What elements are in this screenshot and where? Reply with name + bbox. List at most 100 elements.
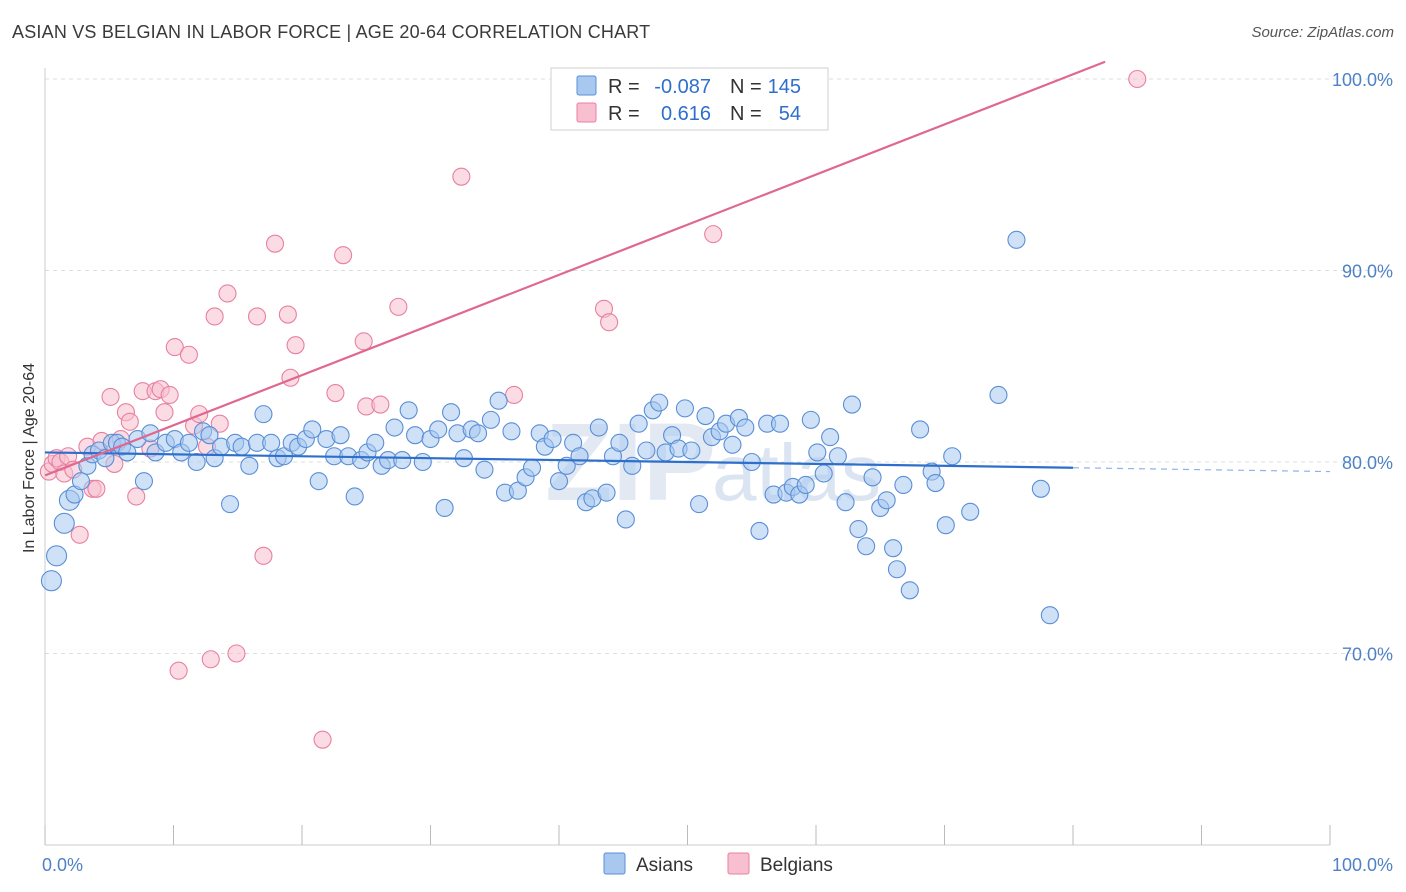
legend-n-value-2: 54 xyxy=(779,103,801,125)
asian-point-136 xyxy=(1007,230,1026,249)
belgian-point-42 xyxy=(326,384,345,403)
asian-point-134 xyxy=(961,502,980,521)
belgian-point-36 xyxy=(254,546,273,565)
asian-point-86 xyxy=(623,456,642,475)
asian-point-52 xyxy=(393,451,412,470)
asian-point-108 xyxy=(770,414,790,433)
asian-point-30 xyxy=(240,456,259,475)
belgian-point-33 xyxy=(218,284,237,303)
asian-point-113 xyxy=(801,410,820,429)
belgian-point-30 xyxy=(201,650,220,669)
asian-point-137 xyxy=(1031,479,1050,498)
legend-r-value-2: 0.616 xyxy=(661,103,711,125)
belgian-point-24 xyxy=(165,338,184,357)
asian-point-24 xyxy=(200,426,219,445)
asian-point-101 xyxy=(723,435,742,454)
asian-point-39 xyxy=(303,420,322,439)
asian-point-95 xyxy=(682,441,701,460)
asian-point-48 xyxy=(366,433,385,452)
asian-point-32 xyxy=(254,405,273,424)
asian-point-65 xyxy=(481,410,500,429)
legend-swatch-belgians xyxy=(576,102,597,123)
y-tick-label-2: 80.0% xyxy=(1342,453,1393,473)
bottom-legend-swatch-belgians xyxy=(727,852,750,875)
legend-r-label-1: R = xyxy=(608,76,640,98)
source-label: Source: ZipAtlas.com xyxy=(1251,24,1394,41)
asian-point-119 xyxy=(842,395,862,414)
belgian-point-52 xyxy=(704,225,723,244)
asian-point-85 xyxy=(616,510,635,529)
asian-point-135 xyxy=(989,385,1008,405)
asian-point-71 xyxy=(522,458,542,477)
asian-point-132 xyxy=(936,516,955,535)
asian-point-2 xyxy=(53,512,75,534)
bottom-legend: Asians Belgians xyxy=(603,852,833,876)
asian-point-63 xyxy=(468,424,488,443)
x-tick-label-1: 100.0% xyxy=(1332,855,1393,875)
asian-point-131 xyxy=(926,474,945,493)
asian-point-55 xyxy=(413,452,432,472)
asian-point-21 xyxy=(179,433,198,452)
asian-point-120 xyxy=(849,519,868,539)
asian-point-45 xyxy=(345,487,364,506)
asian-point-115 xyxy=(814,464,833,483)
y-tick-label-0: 100.0% xyxy=(1332,70,1393,90)
asian-point-116 xyxy=(821,428,840,447)
asian-point-58 xyxy=(435,498,454,518)
legend-r-label-2: R = xyxy=(608,103,640,125)
asian-point-118 xyxy=(836,493,855,512)
asian-point-126 xyxy=(887,560,907,579)
asian-point-127 xyxy=(894,475,913,495)
belgian-point-46 xyxy=(371,395,390,414)
asian-point-1 xyxy=(46,545,68,567)
asian-point-40 xyxy=(309,472,328,491)
asian-point-122 xyxy=(863,468,882,487)
belgian-point-34 xyxy=(227,644,246,663)
belgian-point-26 xyxy=(179,345,198,364)
axes xyxy=(44,68,1331,846)
belgian-point-25 xyxy=(169,661,188,680)
asian-point-68 xyxy=(502,422,521,441)
belgian-point-23 xyxy=(160,385,179,405)
asian-point-57 xyxy=(429,420,448,439)
asian-point-105 xyxy=(750,521,769,540)
belgian-points xyxy=(39,69,1147,749)
legend-r-value-1: -0.087 xyxy=(654,76,711,98)
asian-point-66 xyxy=(489,391,508,410)
asian-point-76 xyxy=(557,456,576,475)
asian-point-103 xyxy=(736,418,755,437)
asian-point-75 xyxy=(549,472,569,491)
legend-n-value-1: 145 xyxy=(768,76,801,98)
asian-point-90 xyxy=(650,393,669,412)
y-tick-label-3: 70.0% xyxy=(1342,645,1393,665)
belgian-point-37 xyxy=(265,234,285,253)
trendlines xyxy=(44,60,1331,477)
belgian-point-35 xyxy=(247,307,267,326)
belgian-point-43 xyxy=(334,246,353,265)
belgian-point-41 xyxy=(313,730,332,749)
asian-point-121 xyxy=(857,537,876,556)
bottom-legend-label-asians: Asians xyxy=(636,855,693,876)
asian-point-84 xyxy=(610,433,629,452)
belgian-trendline xyxy=(44,60,1106,477)
belgian-point-16 xyxy=(120,412,139,431)
asian-point-69 xyxy=(508,481,527,500)
asian-point-82 xyxy=(597,483,616,502)
asian-point-88 xyxy=(637,441,656,460)
asian-point-22 xyxy=(187,452,206,472)
asian-point-74 xyxy=(543,429,562,449)
y-tick-label-1: 90.0% xyxy=(1342,262,1393,282)
asian-point-53 xyxy=(399,401,418,420)
tick-labels: 100.0% 90.0% 80.0% 70.0% 0.0% 100.0% xyxy=(42,70,1393,875)
asian-point-114 xyxy=(808,443,827,462)
asian-point-96 xyxy=(690,495,709,514)
legend-n-label-2: N = xyxy=(730,103,762,125)
asian-point-125 xyxy=(884,539,903,558)
asian-point-129 xyxy=(911,420,930,439)
asian-point-97 xyxy=(696,406,715,426)
belgian-point-38 xyxy=(278,305,297,324)
bottom-legend-swatch-asians xyxy=(603,852,626,875)
x-tick-label-0: 0.0% xyxy=(42,855,83,875)
asian-point-43 xyxy=(331,426,350,445)
